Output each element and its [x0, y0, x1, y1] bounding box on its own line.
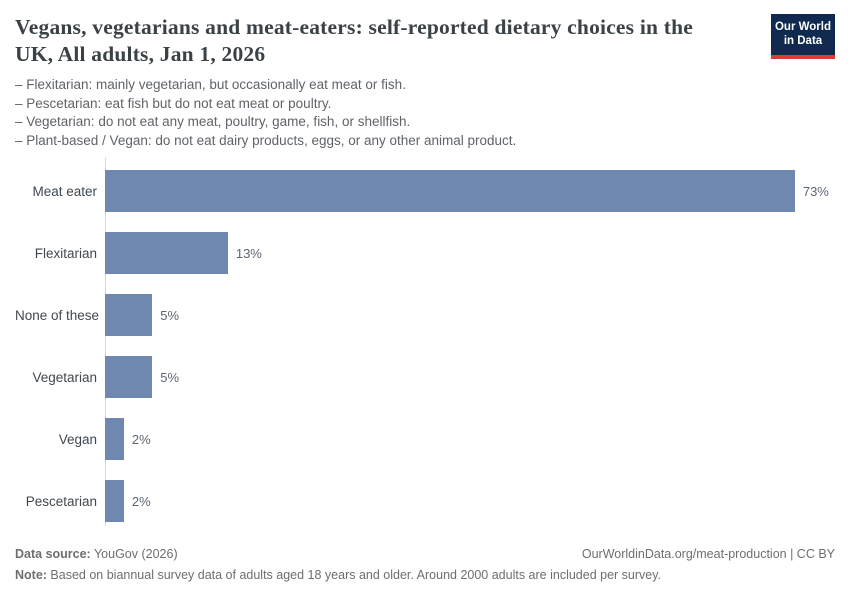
- bar[interactable]: [105, 480, 124, 522]
- data-source-label: Data source:: [15, 547, 91, 561]
- value-label: 5%: [160, 369, 180, 385]
- bar-row-pescetarian: Pescetarian 2%: [15, 470, 835, 532]
- chart-footer: Data source: YouGov (2026) OurWorldinDat…: [15, 546, 835, 584]
- category-label: None of these: [15, 307, 100, 323]
- bar[interactable]: [105, 170, 795, 212]
- bar[interactable]: [105, 418, 124, 460]
- owid-logo[interactable]: Our World in Data: [771, 14, 835, 59]
- subtitle-line-vegan: – Plant-based / Vegan: do not eat dairy …: [15, 132, 517, 148]
- chart-subtitle: – Flexitarian: mainly vegetarian, but oc…: [15, 76, 835, 150]
- bar-track: 5%: [105, 346, 835, 408]
- subtitle-line-flexitarian: – Flexitarian: mainly vegetarian, but oc…: [15, 77, 406, 92]
- note-value: Based on biannual survey data of adults …: [46, 568, 662, 582]
- value-label: 5%: [160, 307, 180, 323]
- bar[interactable]: [105, 232, 228, 274]
- bar-row-meat-eater: Meat eater 73%: [15, 160, 835, 222]
- footer-source-row: Data source: YouGov (2026) OurWorldinDat…: [15, 546, 835, 563]
- bar-track: 5%: [105, 284, 835, 346]
- value-label: 13%: [235, 245, 262, 261]
- footer-note: Note: Based on biannual survey data of a…: [15, 567, 835, 584]
- bar[interactable]: [105, 294, 153, 336]
- bar[interactable]: [105, 356, 153, 398]
- data-source-value: YouGov (2026): [90, 547, 178, 561]
- bar-track: 73%: [105, 160, 835, 222]
- bar-row-vegetarian: Vegetarian 5%: [15, 346, 835, 408]
- category-label: Meat eater: [32, 183, 97, 199]
- bar-row-none-of-these: None of these 5%: [15, 284, 835, 346]
- note-label: Note:: [15, 568, 47, 582]
- owid-logo-line1: Our World: [774, 21, 831, 33]
- category-label: Vegetarian: [32, 369, 97, 385]
- attribution-link[interactable]: OurWorldinData.org/meat-production | CC …: [581, 547, 835, 561]
- bar-chart: Meat eater 73% Flexitarian 13% None of these…: [15, 158, 835, 532]
- bar-row-vegan: Vegan 2%: [15, 408, 835, 470]
- value-label: 73%: [802, 183, 829, 199]
- bar-track: 13%: [105, 222, 835, 284]
- y-axis-line: [105, 158, 106, 526]
- category-label: Vegan: [58, 431, 97, 447]
- owid-logo-line2: in Data: [783, 34, 823, 47]
- bar-row-flexitarian: Flexitarian 13%: [15, 222, 835, 284]
- chart-header: Vegans, vegetarians and meat-eaters: sel…: [15, 14, 835, 68]
- data-source: Data source: YouGov (2026): [15, 546, 178, 563]
- bar-track: 2%: [105, 470, 835, 532]
- subtitle-line-pescetarian: – Pescetarian: eat fish but do not eat m…: [15, 95, 332, 111]
- category-label: Flexitarian: [34, 245, 97, 261]
- category-label: Pescetarian: [25, 493, 97, 509]
- subtitle-line-vegetarian: – Vegetarian: do not eat any meat, poult…: [15, 114, 411, 129]
- chart-title: Vegans, vegetarians and meat-eaters: sel…: [15, 15, 693, 66]
- value-label: 2%: [131, 493, 151, 509]
- value-label: 2%: [131, 431, 151, 447]
- bar-track: 2%: [105, 408, 835, 470]
